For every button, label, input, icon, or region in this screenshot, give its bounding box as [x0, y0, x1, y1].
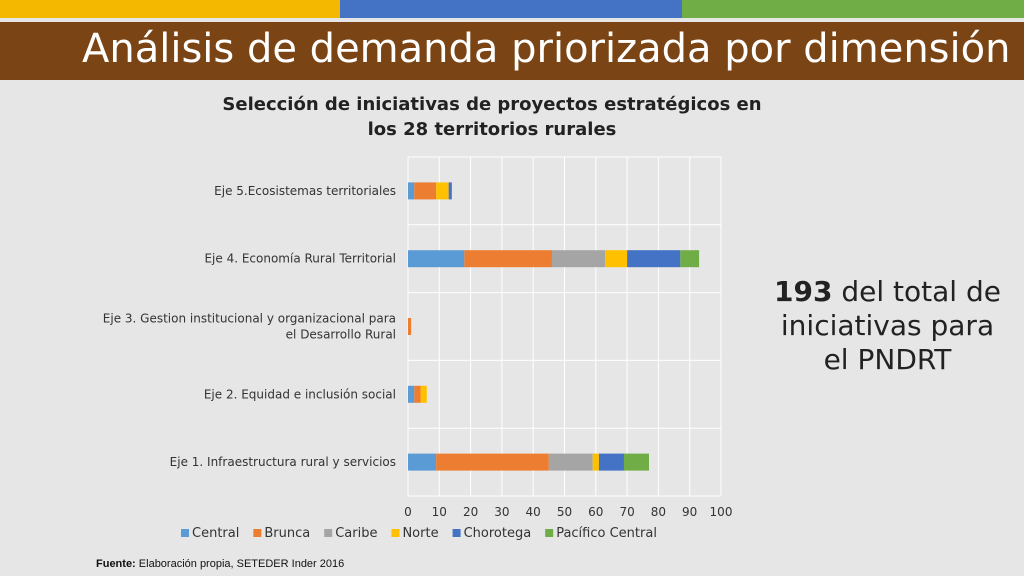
x-tick-label-80: 80 — [651, 505, 666, 519]
title-bar: Análisis de demanda priorizada por dimen… — [0, 22, 1024, 80]
bar-2-brunca — [464, 250, 552, 268]
legend-swatch-brunca — [253, 529, 262, 537]
total-number: 193 — [774, 275, 833, 308]
category-label-1: Eje 5.Ecosistemas territoriales — [214, 184, 396, 198]
bar-2-norte — [605, 250, 628, 268]
x-tick-label-60: 60 — [588, 505, 603, 519]
legend-label-chorotega: Chorotega — [464, 526, 532, 541]
category-label-3-line-1: Eje 3. Gestion institucional y organizac… — [103, 312, 396, 326]
bar-4-norte — [420, 385, 427, 403]
top-color-stripes — [0, 0, 1024, 18]
category-label-3-line-2: el Desarrollo Rural — [286, 328, 396, 342]
bar-2-chorotega — [627, 250, 681, 268]
legend-swatch-norte — [391, 529, 400, 537]
chart-title-line-2: los 28 territorios rurales — [367, 119, 617, 140]
bar-2-central — [408, 250, 465, 268]
x-tick-label-100: 100 — [710, 505, 733, 519]
legend-swatch-chorotega — [452, 529, 461, 537]
total-text: del total de iniciativas para el PNDRT — [780, 275, 1001, 376]
bar-5-norte — [592, 453, 599, 471]
bar-4-brunca — [414, 385, 421, 403]
x-tick-label-70: 70 — [619, 505, 634, 519]
legend-swatch-central — [181, 529, 189, 537]
bar-5-caribe — [548, 453, 593, 471]
bar-3-brunca — [408, 318, 412, 335]
source-text: Elaboración propia, SETEDER Inder 2016 — [135, 558, 345, 570]
stripe-green — [682, 0, 1024, 18]
bar-1-brunca — [414, 182, 437, 200]
page-title: Análisis de demanda priorizada por dimen… — [82, 26, 1011, 72]
legend-label-norte: Norte — [402, 526, 438, 541]
total-callout: 193 del total de iniciativas para el PND… — [770, 275, 1005, 377]
stripe-yellow — [0, 0, 340, 18]
legend-swatch-caribe — [324, 529, 333, 537]
legend-label-caribe: Caribe — [335, 526, 377, 541]
bar-5-pacífico-central — [623, 453, 650, 471]
x-tick-label-40: 40 — [526, 505, 541, 519]
bar-2-caribe — [551, 250, 606, 268]
chart-title-line-1: Selección de iniciativas de proyectos es… — [222, 94, 762, 115]
bar-2-pacífico-central — [680, 250, 700, 268]
source-note: Fuente: Elaboración propia, SETEDER Inde… — [96, 558, 344, 570]
stripe-blue — [340, 0, 682, 18]
legend-label-central: Central — [192, 526, 239, 541]
category-label-2: Eje 4. Economía Rural Territorial — [204, 252, 396, 266]
bar-5-central — [408, 453, 437, 471]
legend-label-brunca: Brunca — [264, 526, 310, 541]
x-tick-label-0: 0 — [404, 505, 412, 519]
bar-4-central — [408, 385, 415, 403]
legend-label-pacífico-central: Pacífico Central — [556, 526, 657, 541]
x-tick-label-20: 20 — [463, 505, 478, 519]
bar-1-chorotega — [448, 182, 452, 200]
chart-title: Selección de iniciativas de proyectos es… — [192, 92, 792, 142]
bar-1-central — [408, 182, 415, 200]
category-label-4: Eje 2. Equidad e inclusión social — [204, 387, 396, 401]
x-tick-label-50: 50 — [557, 505, 572, 519]
x-tick-label-30: 30 — [494, 505, 509, 519]
bar-5-brunca — [436, 453, 549, 471]
bar-1-norte — [436, 182, 449, 200]
category-label-5: Eje 1. Infraestructura rural y servicios — [170, 455, 396, 469]
bar-5-chorotega — [598, 453, 624, 471]
source-label: Fuente: — [96, 558, 136, 570]
legend-swatch-pacífico-central — [545, 529, 554, 537]
x-tick-label-90: 90 — [682, 505, 697, 519]
x-tick-label-10: 10 — [432, 505, 447, 519]
